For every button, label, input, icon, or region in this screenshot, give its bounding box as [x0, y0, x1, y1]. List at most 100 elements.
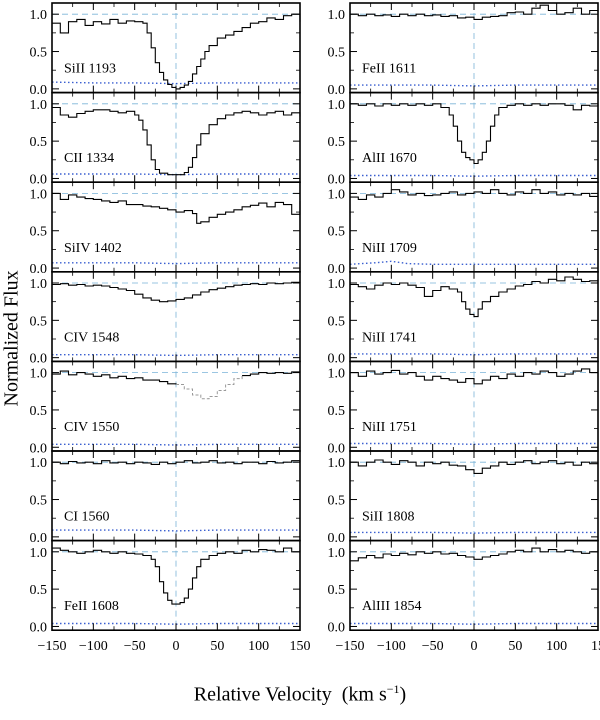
- panel-right-2: 0.0 0.5 1.0 NiII 1709: [328, 181, 599, 277]
- y-tick-label: 0.5: [30, 314, 48, 329]
- x-tick-label: −50: [422, 639, 444, 654]
- flux-spectrum: [350, 189, 599, 200]
- panel-left-1: 0.0 0.5 1.0 CII 1334: [30, 91, 301, 187]
- y-tick-label: 1.0: [30, 456, 48, 471]
- error-spectrum: [52, 529, 300, 532]
- y-tick-label: 0.5: [30, 46, 48, 61]
- panel-right-5: 0.0 0.5 1.0 SiII 1808: [328, 450, 599, 546]
- y-tick-label: 0.5: [30, 494, 48, 509]
- panel-label: FeII 1611: [362, 62, 416, 77]
- y-tick-label: 0.5: [328, 494, 346, 509]
- panel-left-3: 0.0 0.5 1.0 CIV 1548: [30, 270, 301, 367]
- flux-spectrum: [350, 547, 599, 562]
- x-tick-label: 100: [546, 639, 567, 654]
- y-tick-label: 1.0: [328, 277, 346, 292]
- flux-spectrum: [52, 460, 301, 465]
- panel-right-3: 0.0 0.5 1.0 NiII 1741: [328, 270, 599, 367]
- y-tick-label: 1.0: [328, 98, 346, 113]
- panel-label: CIV 1550: [64, 420, 119, 435]
- panel-right-6: 0.0 0.5 1.0 AlIII 1854: [328, 539, 599, 635]
- flux-spectrum: [242, 371, 301, 377]
- y-tick-label: 0.5: [328, 404, 346, 419]
- panel-label: AlII 1670: [362, 151, 417, 166]
- error-spectrum: [51, 81, 300, 85]
- flux-spectrum: [52, 370, 177, 385]
- panel-left-2: 0.0 0.5 1.0 SiIV 1402: [30, 181, 301, 277]
- panel-right-1: 0.0 0.5 1.0 AlII 1670: [328, 91, 599, 187]
- panel-right-0: 0.0 0.5 1.0 FeII 1611: [328, 2, 599, 98]
- y-tick-label: 0.5: [328, 583, 346, 598]
- y-tick-label: 1.0: [30, 8, 48, 23]
- panel-label: CIV 1548: [64, 330, 119, 345]
- y-tick-label: 0.0: [30, 352, 48, 367]
- panel-label: NiII 1751: [362, 420, 417, 435]
- y-tick-label: 1.0: [30, 98, 48, 113]
- panel-label: NiII 1709: [362, 241, 417, 256]
- flux-spectrum: [52, 192, 301, 224]
- x-tick-label: 50: [210, 639, 224, 654]
- x-tick-label: 50: [508, 639, 522, 654]
- flux-spectrum: [52, 547, 301, 605]
- x-tick-label: −100: [377, 639, 406, 654]
- x-tick-label: 150: [290, 639, 311, 654]
- y-tick-label: 0.0: [30, 620, 48, 635]
- panel-label: SiII 1193: [64, 62, 116, 77]
- y-tick-label: 1.0: [30, 367, 48, 382]
- y-tick-label: 1.0: [30, 187, 48, 202]
- x-tick-label: −150: [336, 639, 365, 654]
- y-tick-label: 0.0: [30, 441, 48, 456]
- blended-region: [176, 375, 243, 400]
- y-tick-label: 0.0: [30, 172, 48, 187]
- y-tick-label: 0.0: [30, 83, 48, 98]
- y-tick-label: 0.0: [328, 352, 346, 367]
- error-spectrum: [52, 262, 300, 265]
- y-tick-label: 0.5: [30, 404, 48, 419]
- y-tick-label: 1.0: [328, 546, 346, 561]
- y-tick-label: 0.5: [30, 135, 48, 150]
- panel-left-6: 0.0 0.5 1.0 FeII 1608: [30, 539, 301, 635]
- y-tick-label: 0.0: [328, 531, 346, 546]
- panel-label: FeII 1608: [64, 599, 119, 614]
- y-tick-label: 0.0: [328, 83, 346, 98]
- flux-spectrum: [350, 368, 598, 385]
- y-axis-label: Normalized Flux: [0, 270, 23, 407]
- flux-spectrum: [350, 276, 599, 318]
- y-tick-label: 1.0: [328, 187, 346, 202]
- y-tick-label: 0.5: [328, 225, 346, 240]
- panel-left-5: 0.0 0.5 1.0 CI 1560: [30, 450, 301, 546]
- flux-spectrum: [52, 281, 301, 303]
- flux-spectrum: [350, 4, 599, 20]
- y-tick-label: 0.5: [30, 225, 48, 240]
- x-tick-label: −100: [79, 639, 108, 654]
- y-tick-label: 0.5: [328, 314, 346, 329]
- panel-right-4: 0.0 0.5 1.0 NiII 1751: [328, 360, 599, 456]
- y-tick-label: 1.0: [328, 367, 346, 382]
- y-tick-label: 1.0: [328, 8, 346, 23]
- x-tick-label: −150: [38, 639, 67, 654]
- y-tick-label: 1.0: [30, 277, 48, 292]
- x-tick-label: 0: [173, 639, 180, 654]
- y-tick-label: 0.5: [328, 46, 346, 61]
- flux-spectrum: [52, 106, 301, 176]
- panel-label: AlIII 1854: [362, 599, 422, 614]
- panel-label: SiII 1808: [362, 510, 415, 525]
- x-tick-label: 15: [591, 639, 600, 654]
- error-spectrum: [350, 531, 598, 534]
- y-tick-label: 0.0: [328, 262, 346, 277]
- y-tick-label: 0.0: [30, 262, 48, 277]
- x-tick-label: 0: [471, 639, 478, 654]
- y-tick-label: 0.5: [328, 135, 346, 150]
- x-tick-label: 100: [248, 639, 269, 654]
- y-tick-label: 1.0: [328, 456, 346, 471]
- y-tick-label: 0.0: [328, 441, 346, 456]
- y-tick-label: 0.0: [328, 172, 346, 187]
- panel-label: CI 1560: [64, 510, 110, 525]
- y-tick-label: 0.0: [30, 531, 48, 546]
- panel-label: NiII 1741: [362, 330, 417, 345]
- x-axis-label: Relative Velocity (km s−1): [193, 682, 407, 706]
- y-tick-label: 1.0: [30, 546, 48, 561]
- panel-left-4: 0.0 0.5 1.0 CIV 1550: [30, 360, 301, 456]
- x-tick-label: −50: [124, 639, 146, 654]
- flux-spectrum: [350, 103, 599, 165]
